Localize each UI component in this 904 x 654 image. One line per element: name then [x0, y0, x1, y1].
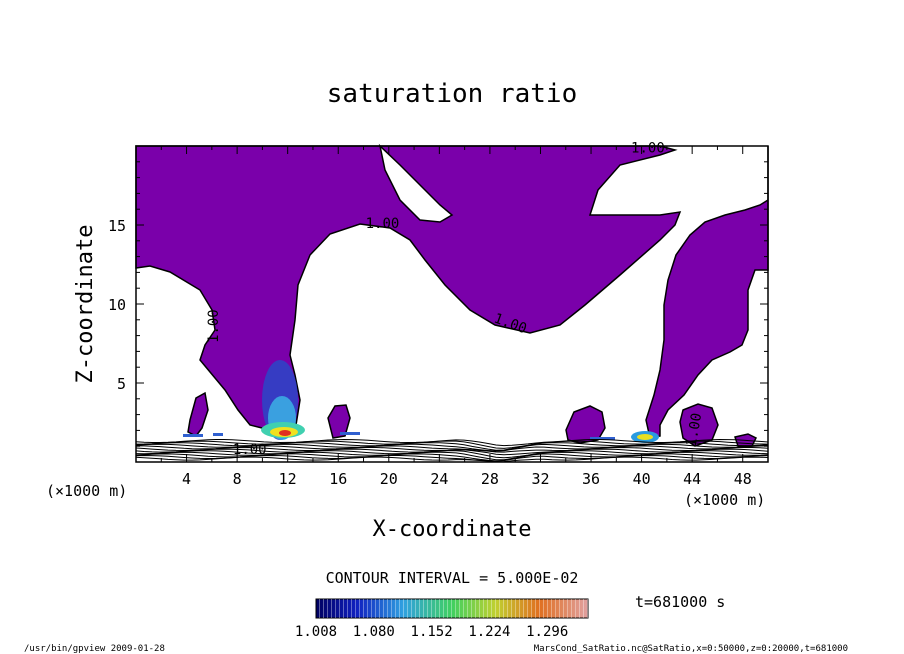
x-tick-label: 12 — [279, 470, 297, 488]
ground-contour — [135, 438, 769, 447]
colorbar-tick-label: 1.224 — [468, 624, 510, 640]
colorbar-tick-label: 1.152 — [411, 624, 453, 640]
small-blob-16 — [327, 404, 351, 439]
y-tick-label: 15 — [108, 217, 126, 235]
contour-label: 1.00 — [233, 442, 267, 458]
colorbar — [315, 598, 589, 619]
convective-core-40 — [631, 431, 659, 443]
y-tick-labels: 5 10 15 — [108, 217, 126, 393]
ground-contour — [135, 456, 769, 463]
colorbar-tick-label: 1.008 — [295, 624, 337, 640]
ground-contour — [135, 448, 769, 456]
chart-title: saturation ratio — [327, 79, 577, 109]
x-tick-label: 44 — [683, 470, 701, 488]
x-tick-label: 32 — [531, 470, 549, 488]
y-tick-label: 5 — [117, 375, 126, 393]
x-tick-label: 48 — [734, 470, 752, 488]
x-tick-label: 20 — [380, 470, 398, 488]
x-tick-label: 36 — [582, 470, 600, 488]
ground-contour — [135, 451, 769, 461]
contour-label: 1.00 — [206, 309, 222, 343]
left-lower-blob — [187, 391, 209, 437]
contour-label: 1.00 — [684, 412, 706, 448]
x-tick-label: 16 — [329, 470, 347, 488]
x-unit-label: (×1000 m) — [684, 491, 765, 509]
colorbar-tick-label: 1.296 — [526, 624, 568, 640]
y-axis-title: Z-coordinate — [73, 225, 98, 384]
upper-right-cut — [378, 143, 454, 223]
plot-area: 1.001.001.001.001.001.00 — [135, 140, 769, 463]
convective-core-12 — [261, 360, 305, 440]
thin-blue-streaks — [183, 432, 615, 440]
x-tick-label: 40 — [633, 470, 651, 488]
x-tick-label: 8 — [233, 470, 242, 488]
right-plume-region — [645, 146, 769, 439]
y-tick-label: 10 — [108, 296, 126, 314]
ground-contour-lines — [135, 438, 769, 463]
x-axis-title: X-coordinate — [373, 517, 532, 542]
x-tick-label: 24 — [430, 470, 448, 488]
ground-contour — [135, 442, 769, 451]
colorbar-tick-label: 1.080 — [353, 624, 395, 640]
contour-label: 1.00 — [366, 216, 400, 232]
footer-right: MarsCond_SatRatio.nc@SatRatio,x=0:50000,… — [534, 644, 848, 654]
x-tick-labels: 4 8 12 16 20 24 28 32 36 40 44 48 — [182, 470, 752, 488]
z-unit-label: (×1000 m) — [46, 482, 127, 500]
upper-main-region — [135, 145, 682, 431]
contour-interval-text: CONTOUR INTERVAL = 5.000E-02 — [326, 569, 579, 587]
tick-marks — [136, 146, 768, 462]
footer-left: /usr/bin/gpview 2009-01-28 — [24, 644, 165, 654]
ground-contour — [136, 445, 769, 452]
contour-label: 1.00 — [631, 140, 665, 156]
time-label: t=681000 s — [635, 593, 725, 611]
x-tick-label: 4 — [182, 470, 191, 488]
supersaturated-regions — [135, 143, 769, 447]
colorbar-tick-labels: 1.008 1.080 1.152 1.224 1.296 — [295, 624, 568, 640]
x-tick-label: 28 — [481, 470, 499, 488]
